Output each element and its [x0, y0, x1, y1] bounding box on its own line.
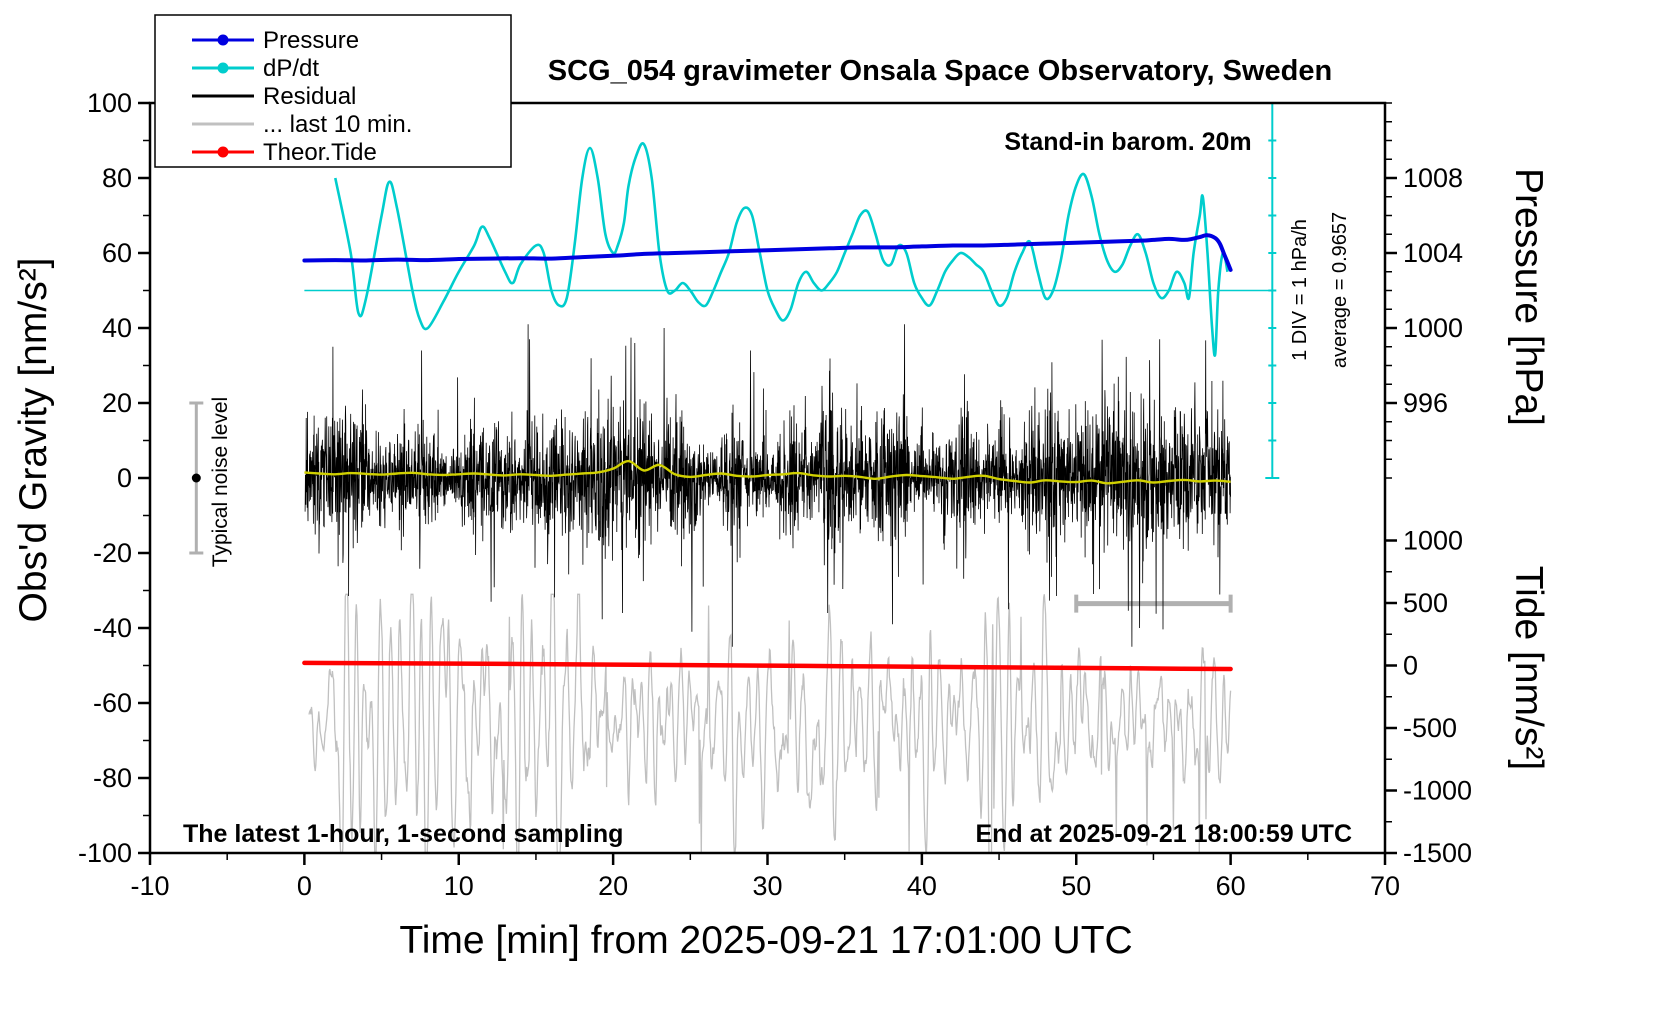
svg-text:-10: -10 [130, 871, 169, 901]
y-axis-label: Obs'd Gravity [nm/s²] [12, 257, 55, 622]
noise-level-dot [191, 473, 201, 483]
svg-text:20: 20 [102, 388, 132, 418]
svg-text:70: 70 [1370, 871, 1400, 901]
svg-text:-1000: -1000 [1403, 775, 1472, 805]
series-last10min [308, 593, 1232, 853]
legend-label-pressure: Pressure [263, 27, 359, 54]
chart-series-layer [189, 103, 1280, 853]
legend-item-last10min: ... last 10 min. [192, 111, 412, 138]
series-theor-tide [302, 660, 1233, 672]
legend-item-pressure: Pressure [192, 27, 359, 54]
svg-text:-60: -60 [93, 688, 132, 718]
svg-text:100: 100 [87, 88, 132, 118]
svg-text:-20: -20 [93, 538, 132, 568]
svg-text:1008: 1008 [1403, 163, 1463, 193]
chart-title: SCG_054 gravimeter Onsala Space Observat… [548, 55, 1332, 87]
svg-text:60: 60 [102, 238, 132, 268]
annotation-stand-in-barometer: Stand-in barom. 20m [1004, 128, 1251, 156]
svg-text:-100: -100 [78, 838, 132, 868]
annotation-noise-level: Typical noise level [209, 397, 232, 567]
svg-text:40: 40 [907, 871, 937, 901]
svg-text:1000: 1000 [1403, 526, 1463, 556]
legend-label-residual: Residual [263, 83, 356, 110]
annotation-end-time: End at 2025-09-21 18:00:59 UTC [975, 820, 1352, 848]
svg-text:60: 60 [1216, 871, 1246, 901]
axis-ticks-layer: -10 0 10 20 30 40 50 60 70-100-80-60-40-20020406… [78, 88, 1472, 901]
legend-item-residual: Residual [192, 83, 356, 110]
svg-text:20: 20 [598, 871, 628, 901]
series-residual-mean [304, 459, 1231, 485]
legend: Pressure dP/dt Residual ... last 10 min. [154, 14, 512, 168]
legend-item-theor-tide: Theor.Tide [192, 139, 377, 166]
legend-label-last10min: ... last 10 min. [263, 111, 412, 138]
legend-dot-pressure [217, 34, 229, 46]
svg-text:-40: -40 [93, 613, 132, 643]
tide-axis-label: Tide [nm/s²] [1507, 566, 1550, 770]
svg-text:-80: -80 [93, 763, 132, 793]
svg-text:-1500: -1500 [1403, 838, 1472, 868]
svg-text:500: 500 [1403, 588, 1448, 618]
svg-text:50: 50 [1061, 871, 1091, 901]
legend-dot-dpdt [217, 62, 229, 74]
svg-text:1000: 1000 [1403, 313, 1463, 343]
annotation-sampling-info: The latest 1-hour, 1-second sampling [183, 820, 623, 848]
svg-text:0: 0 [1403, 651, 1418, 681]
svg-text:1004: 1004 [1403, 238, 1463, 268]
series-residual [304, 324, 1231, 647]
svg-text:10: 10 [444, 871, 474, 901]
svg-text:40: 40 [102, 313, 132, 343]
legend-dot-theor-tide [217, 146, 229, 158]
series-dpdt [334, 142, 1229, 357]
svg-text:80: 80 [102, 163, 132, 193]
svg-text:0: 0 [117, 463, 132, 493]
legend-label-theor-tide: Theor.Tide [263, 139, 377, 166]
x-axis-label: Time [min] from 2025-09-21 17:01:00 UTC [399, 919, 1132, 962]
annotation-div-scale: 1 DIV = 1 hPa/h [1289, 219, 1311, 361]
legend-label-dpdt: dP/dt [263, 55, 319, 82]
svg-text:30: 30 [752, 871, 782, 901]
svg-text:996: 996 [1403, 388, 1448, 418]
svg-text:-500: -500 [1403, 713, 1457, 743]
legend-item-dpdt: dP/dt [192, 55, 319, 82]
annotation-average: average = 0.9657 [1329, 212, 1351, 368]
pressure-axis-label: Pressure [hPa] [1507, 168, 1550, 426]
series-pressure [302, 233, 1233, 272]
svg-text:0: 0 [297, 871, 312, 901]
